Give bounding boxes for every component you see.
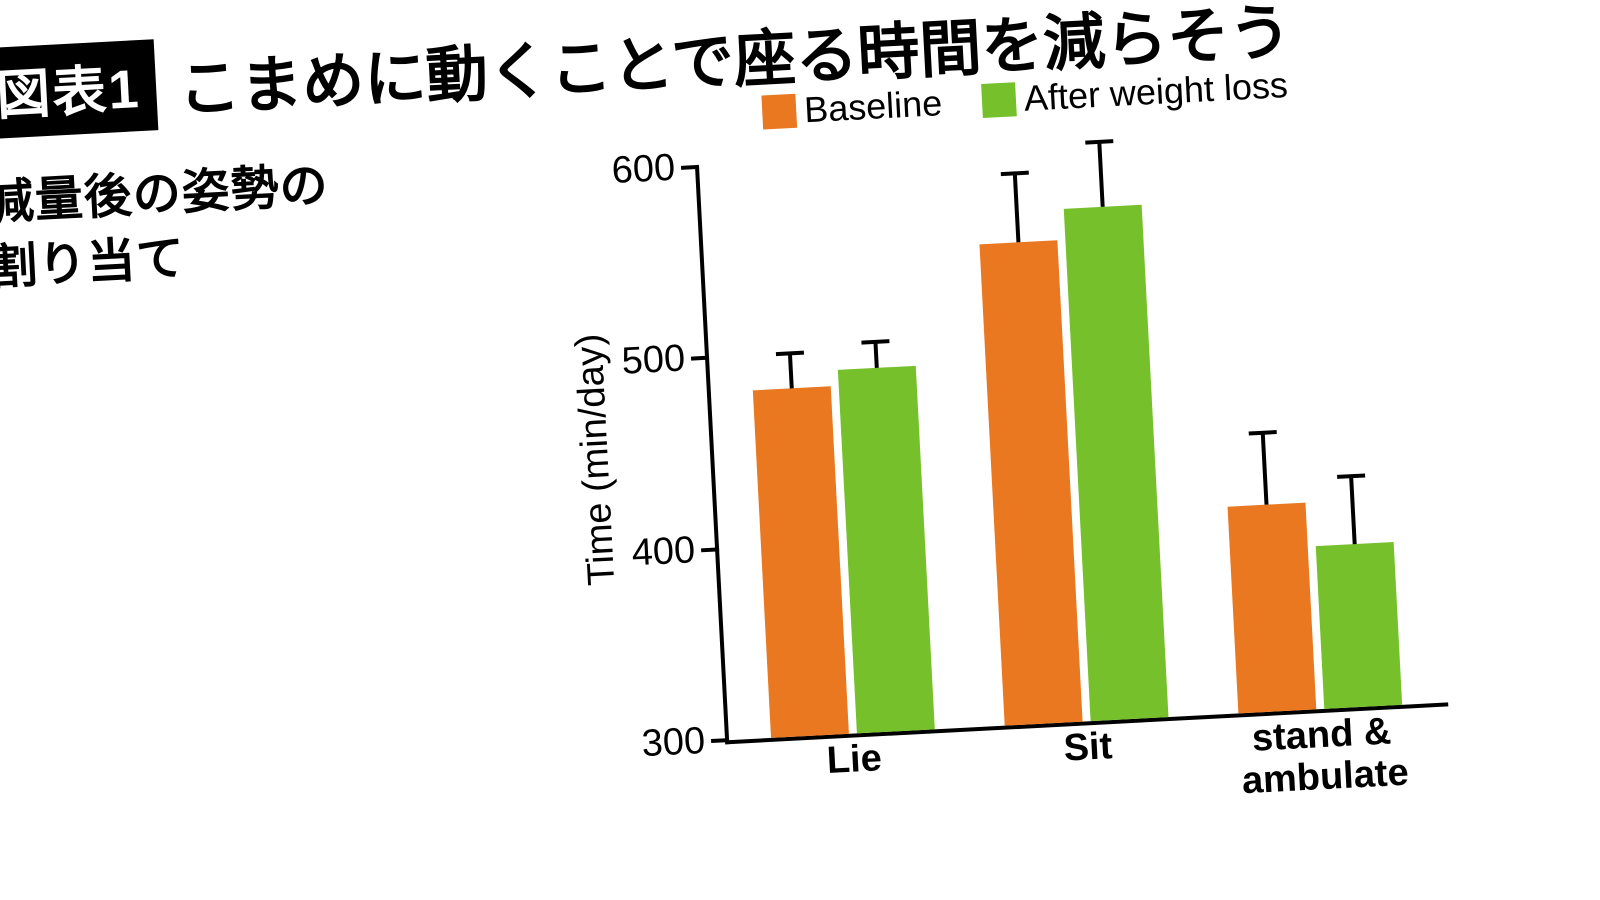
y-tick [681,165,699,170]
y-tick-label: 500 [621,338,687,384]
error-cap [1249,430,1277,435]
bar-baseline [753,386,849,738]
error-bar [1261,432,1269,505]
error-bar [1097,142,1104,207]
bar-baseline [1228,503,1317,713]
y-tick-label: 600 [611,147,677,193]
bar-baseline [979,240,1082,726]
y-tick [711,738,729,743]
figure-badge: 図表1 [0,39,158,139]
chart: BaselineAfter weight loss Time (min/day)… [522,51,1582,900]
legend-swatch [761,94,797,130]
x-category-label: Lie [771,735,937,785]
y-tick-label: 400 [631,529,697,575]
bar-after [1064,205,1169,721]
x-category-label: stand &ambulate [1239,711,1407,803]
error-cap [861,339,889,344]
error-cap [776,351,804,356]
legend-swatch [981,82,1017,118]
error-bar [1349,476,1357,545]
tilted-stage: 図表1 こまめに動くことで座る時間を減らそう 減量後の姿勢の 割り当て Base… [0,0,1600,900]
error-cap [1085,139,1113,144]
error-cap [1001,171,1029,176]
y-axis-label: Time (min/day) [568,333,624,587]
subtitle: 減量後の姿勢の 割り当て [0,154,334,301]
x-category-label: Sit [1005,723,1171,773]
y-tick [691,356,709,361]
bar-after [1316,542,1402,708]
error-bar [1013,173,1021,242]
legend-item: Baseline [761,82,943,133]
error-bar [788,354,794,389]
legend-label: Baseline [803,82,943,131]
plot-area: Time (min/day) 300400500600LieSitstand &… [695,129,1448,744]
error-bar [873,341,878,368]
bar-after [838,366,935,733]
error-cap [1337,473,1365,478]
y-tick [701,547,719,552]
y-tick-label: 300 [641,720,707,766]
